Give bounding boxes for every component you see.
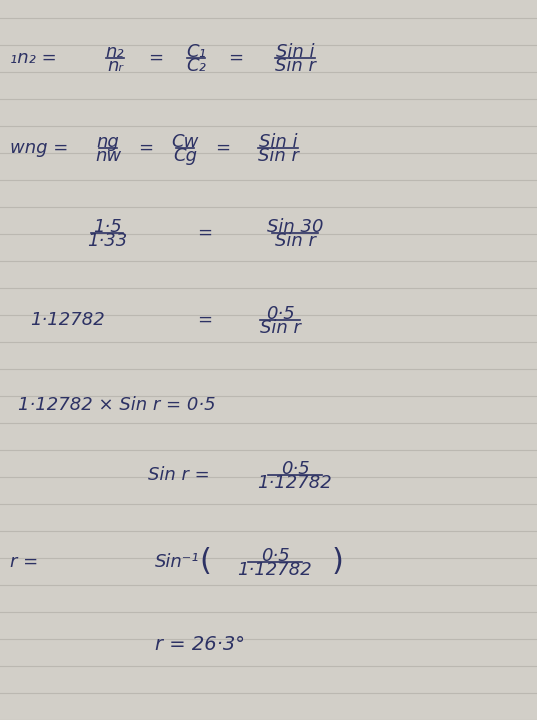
Text: 1·5: 1·5 [92,217,121,235]
Text: C₁: C₁ [186,42,206,60]
Text: Sin r: Sin r [274,57,315,75]
Text: Sin r =: Sin r = [148,466,210,484]
Text: Sin i: Sin i [276,42,314,60]
Text: =: = [197,311,212,329]
Text: 1·12782: 1·12782 [30,311,105,329]
Text: ): ) [332,547,344,577]
Text: 0·5: 0·5 [281,459,309,477]
Text: 0·5: 0·5 [266,305,294,323]
Text: Cw: Cw [171,132,199,150]
Text: Sin 30: Sin 30 [267,217,323,235]
Text: ₁n₂ =: ₁n₂ = [10,49,57,67]
Text: n₂: n₂ [106,42,124,60]
Text: ng: ng [97,132,119,150]
Text: r =: r = [10,553,38,571]
Text: Sin i: Sin i [259,132,297,150]
Text: Sin r: Sin r [274,232,315,250]
Text: Sin r: Sin r [258,147,299,165]
Text: wng =: wng = [10,139,68,157]
Text: =: = [228,49,243,67]
Text: (: ( [199,547,211,577]
Text: Cg: Cg [173,147,197,165]
Text: 1·33: 1·33 [87,232,127,250]
Text: r = 26·3°: r = 26·3° [155,636,245,654]
Text: nw: nw [95,147,121,165]
Text: C₂: C₂ [186,57,206,75]
Text: =: = [215,139,230,157]
Text: 1·12782: 1·12782 [238,561,313,579]
Text: nᵣ: nᵣ [107,57,123,75]
Text: =: = [148,49,163,67]
Text: Sin r: Sin r [259,319,300,337]
Text: 0·5: 0·5 [260,546,289,564]
Text: Sin⁻¹: Sin⁻¹ [155,553,200,571]
Text: =: = [138,139,153,157]
Text: =: = [197,224,212,242]
Text: 1·12782 × Sin r = 0·5: 1·12782 × Sin r = 0·5 [18,396,216,414]
Text: 1·12782: 1·12782 [258,474,332,492]
